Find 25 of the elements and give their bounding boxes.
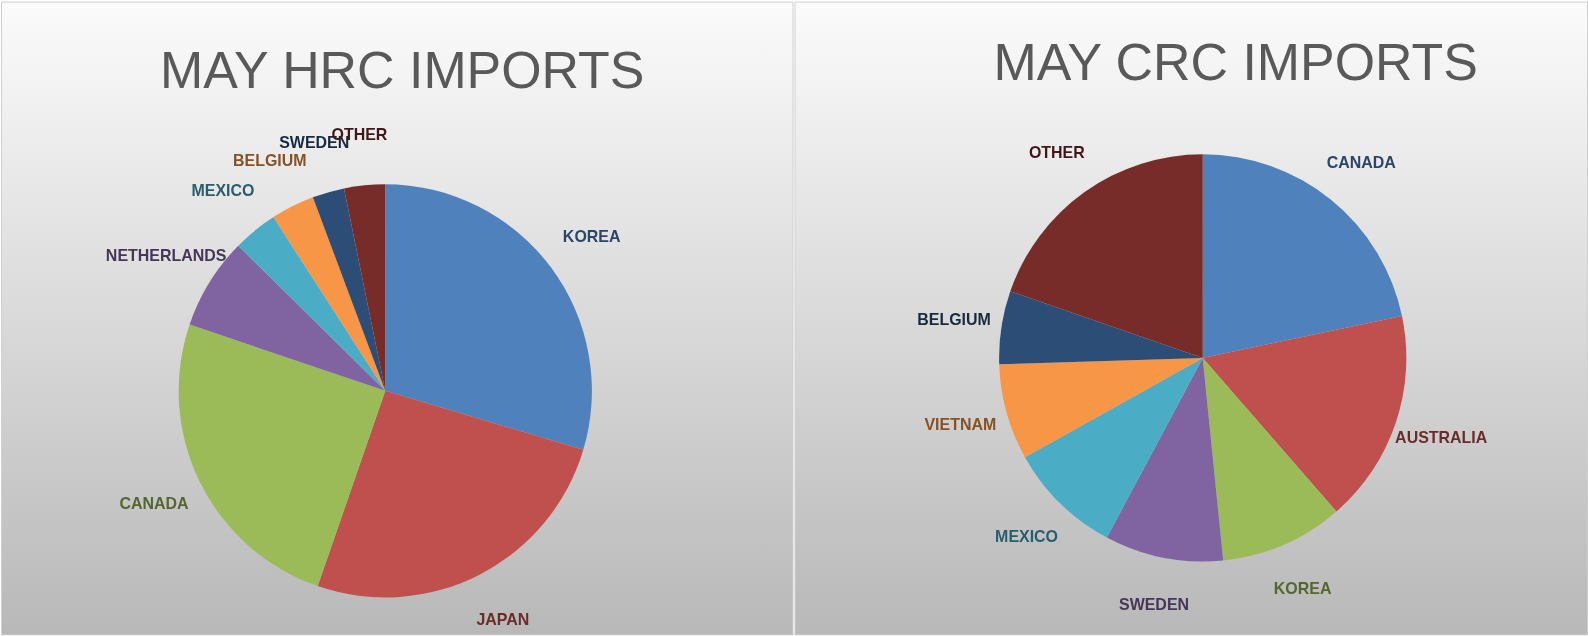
slice-label: JAPAN [476,610,530,628]
pie-slice [1202,357,1337,561]
pie-slice [312,188,386,391]
slice-label: KOREA [562,227,621,245]
chart-title: MAY HRC IMPORTS [160,41,645,100]
slice-label: KOREA [1273,579,1332,597]
slice-label: BELGIUM [233,151,307,169]
pie-slice [1106,357,1224,562]
chart-title: MAY CRC IMPORTS [993,33,1478,92]
slice-label: CANADA [119,495,190,513]
slice-label: NETHERLANDS [105,246,227,264]
pie-slice [273,197,386,391]
pie-slice [999,291,1203,365]
slice-label: OTHER [1028,144,1086,162]
slice-label: MEXICO [191,181,255,199]
slice-label: AUSTRALIA [1395,428,1488,446]
pie-slice [317,390,584,598]
slice-label: CANADA [1326,153,1397,171]
slice-label: VIETNAM [924,416,997,434]
slice-label: MEXICO [995,528,1059,546]
pie-slice [999,357,1203,458]
slice-label: BELGIUM [917,311,991,329]
pie-slice [238,217,386,391]
pie-slice [1202,154,1402,358]
slice-label: SWEDEN [1119,595,1190,613]
